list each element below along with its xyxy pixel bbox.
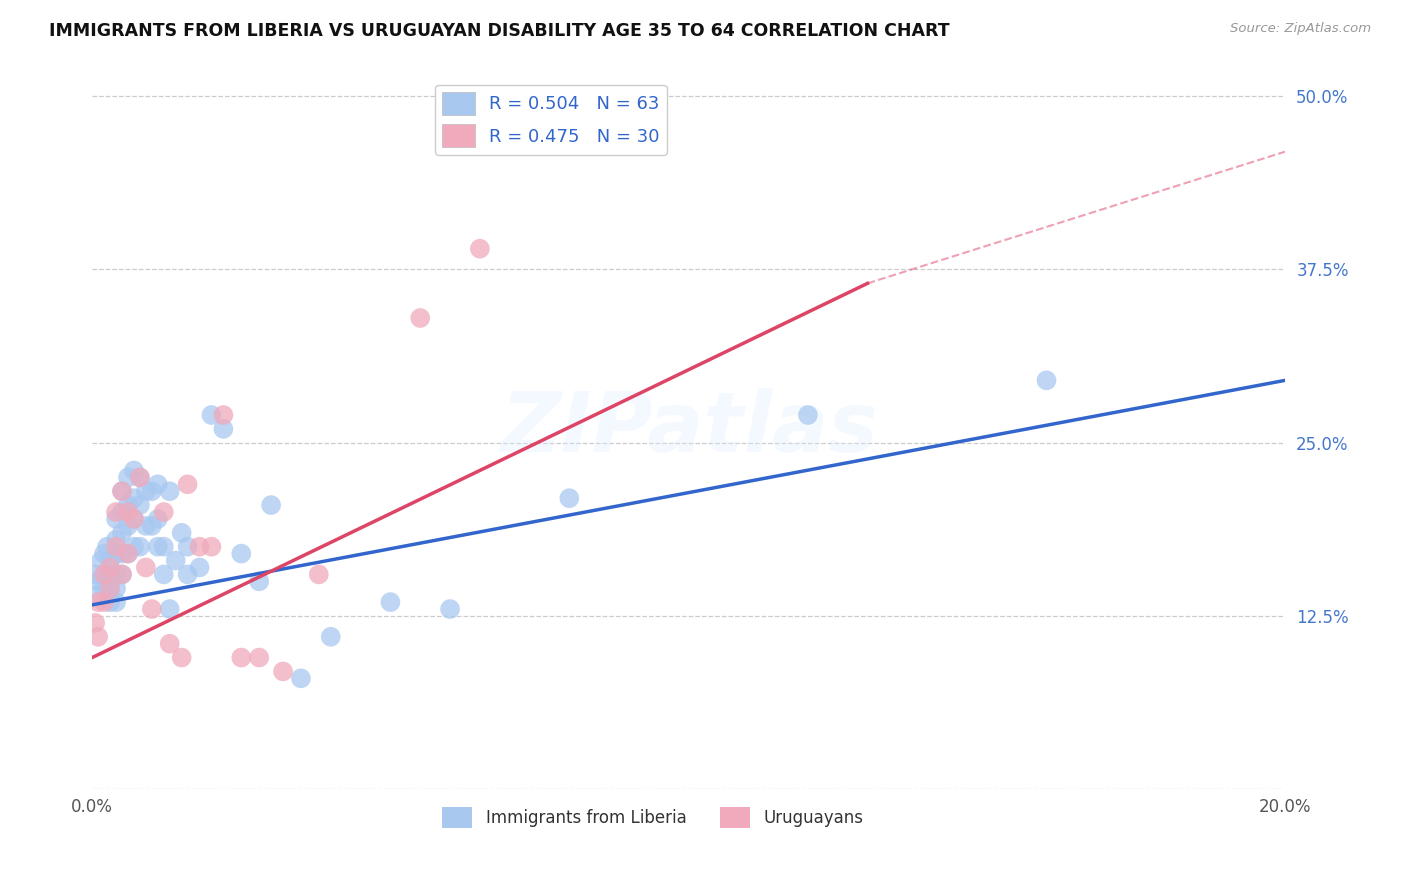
Point [468,242,491,256]
Point [380,595,402,609]
Point [105,581,128,595]
Point [98,567,121,582]
Point [141,484,163,499]
Point [135,519,157,533]
Point [111,547,134,561]
Point [212,408,235,422]
Point [271,665,294,679]
Point [98,581,121,595]
Point [247,650,270,665]
Point [319,630,342,644]
Point [159,602,181,616]
Point [98,581,121,595]
Point [98,553,121,567]
Point [98,560,121,574]
Point [159,637,181,651]
Point [231,547,253,561]
Point [105,547,128,561]
Point [146,477,169,491]
Point [122,463,145,477]
Point [247,574,270,589]
Point [87,588,110,602]
Point [84,567,107,582]
Point [93,581,115,595]
Point [105,540,128,554]
Point [105,595,128,609]
Point [308,567,330,582]
Point [135,560,157,574]
Point [87,630,110,644]
Point [111,484,134,499]
Point [122,512,145,526]
Point [111,505,134,519]
Point [117,547,139,561]
Point [152,505,174,519]
Point [152,567,174,582]
Point [96,540,118,554]
Point [93,595,115,609]
Point [128,498,150,512]
Point [200,540,222,554]
Text: Source: ZipAtlas.com: Source: ZipAtlas.com [1230,22,1371,36]
Point [188,540,211,554]
Point [260,498,283,512]
Point [409,310,432,325]
Point [93,567,115,582]
Point [122,512,145,526]
Point [558,491,581,505]
Point [231,650,253,665]
Point [117,547,139,561]
Point [90,553,112,567]
Point [128,470,150,484]
Point [141,519,163,533]
Point [152,540,174,554]
Point [439,602,461,616]
Point [135,484,157,499]
Text: ZIPatlas: ZIPatlas [499,388,877,469]
Point [1035,373,1057,387]
Point [105,505,128,519]
Point [159,484,181,499]
Point [128,470,150,484]
Point [117,470,139,484]
Point [105,512,128,526]
Point [176,477,198,491]
Point [111,484,134,499]
Point [105,567,128,582]
Point [290,671,312,685]
Point [170,525,193,540]
Point [111,567,134,582]
Point [105,533,128,547]
Point [117,505,139,519]
Point [98,574,121,589]
Point [146,512,169,526]
Point [93,547,115,561]
Point [93,567,115,582]
Point [122,491,145,505]
Point [98,595,121,609]
Point [117,498,139,512]
Point [111,525,134,540]
Point [200,408,222,422]
Point [146,540,169,554]
Point [84,615,107,630]
Point [122,540,145,554]
Point [111,567,134,582]
Point [128,540,150,554]
Text: IMMIGRANTS FROM LIBERIA VS URUGUAYAN DISABILITY AGE 35 TO 64 CORRELATION CHART: IMMIGRANTS FROM LIBERIA VS URUGUAYAN DIS… [49,22,950,40]
Point [117,519,139,533]
Point [170,650,193,665]
Point [188,560,211,574]
Point [165,553,187,567]
Point [797,408,820,422]
Point [176,540,198,554]
Point [176,567,198,582]
Point [87,574,110,589]
Legend: Immigrants from Liberia, Uruguayans: Immigrants from Liberia, Uruguayans [436,800,870,835]
Point [141,602,163,616]
Point [87,595,110,609]
Point [212,422,235,436]
